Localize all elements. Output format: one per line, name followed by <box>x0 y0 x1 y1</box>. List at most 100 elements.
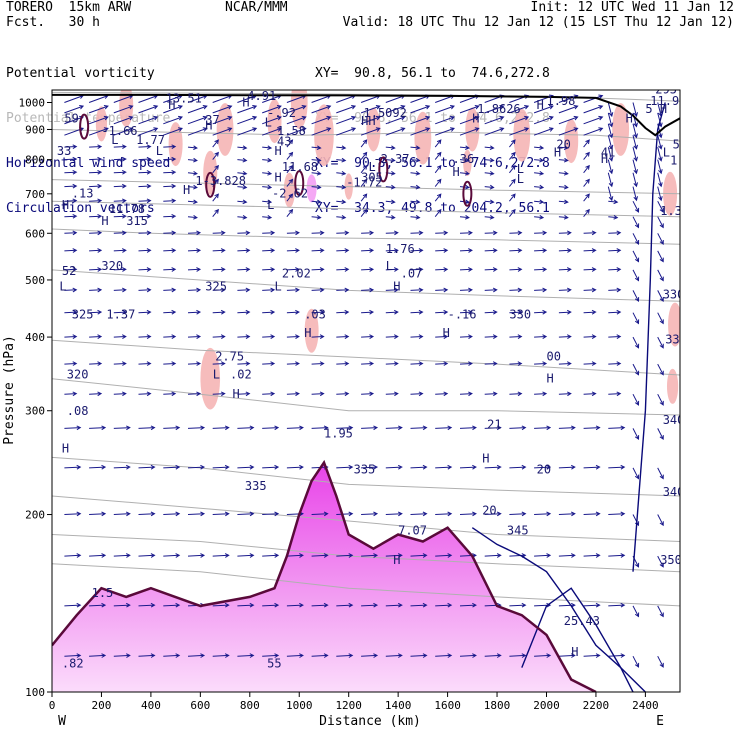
extremum-label: 20 <box>537 462 551 476</box>
extremum-label: 43 <box>277 135 291 149</box>
circulation-vector <box>385 391 399 397</box>
x-tick-label: 2400 <box>632 699 659 712</box>
circulation-vector <box>262 248 276 253</box>
circulation-vector <box>434 151 442 160</box>
circulation-vector <box>237 553 255 558</box>
extremum-label: 1.95 <box>324 427 353 441</box>
circulation-vector <box>361 602 379 608</box>
circulation-vector <box>583 127 604 136</box>
circulation-vector <box>336 184 347 190</box>
circulation-vector <box>336 464 354 470</box>
circulation-vector <box>163 553 181 558</box>
extremum-label: H <box>472 112 479 126</box>
circulation-vector <box>632 250 640 263</box>
circulation-vector <box>632 336 640 349</box>
extremum-label: 325 <box>72 308 94 322</box>
x-tick-label: 1800 <box>484 699 511 712</box>
circulation-vector <box>64 334 78 340</box>
circulation-vector <box>558 145 569 151</box>
circulation-vector <box>509 287 523 293</box>
extremum-label: 345 <box>507 524 529 538</box>
x-tick-label: 400 <box>141 699 161 712</box>
circulation-vector <box>558 334 572 340</box>
circulation-vector <box>163 144 177 150</box>
circulation-vector <box>509 151 516 160</box>
extremum-label: 305 <box>361 170 383 184</box>
extremum-label: H <box>233 387 240 401</box>
extremum-label: L <box>265 116 272 130</box>
circulation-vector <box>484 653 502 658</box>
extremum-label: H <box>304 326 311 340</box>
circulation-vector <box>385 464 403 470</box>
circulation-vector <box>212 193 219 202</box>
circulation-vector <box>286 193 294 202</box>
extremum-label: .07 <box>401 266 423 280</box>
x-tick-label: 200 <box>92 699 112 712</box>
circulation-vector <box>187 145 198 151</box>
circulation-vector <box>113 183 127 189</box>
circulation-vector <box>410 184 421 190</box>
pv-contour-loop <box>205 171 216 198</box>
circulation-vector <box>89 213 103 219</box>
circulation-vector <box>385 511 403 517</box>
circulation-vector <box>484 230 498 236</box>
circulation-vector <box>410 214 421 220</box>
circulation-vector <box>558 184 569 190</box>
circulation-vector <box>187 157 198 163</box>
circulation-vector <box>64 144 78 150</box>
circulation-vector <box>385 425 403 431</box>
circulation-vector <box>509 208 516 218</box>
circulation-vector <box>187 653 206 658</box>
extremum-label: H <box>101 214 108 228</box>
circulation-vector <box>286 391 300 397</box>
circulation-vector <box>484 115 505 125</box>
extremum-label: H <box>393 279 400 293</box>
circulation-vector <box>608 248 622 253</box>
circulation-vector <box>534 425 552 431</box>
circulation-vector <box>187 214 198 220</box>
circulation-vector <box>558 214 569 220</box>
circulation-vector <box>336 145 347 151</box>
circulation-vector <box>138 115 159 125</box>
circulation-vector <box>410 248 424 253</box>
circulation-vector <box>608 361 622 366</box>
circulation-vector <box>113 156 127 162</box>
circulation-vector <box>608 334 622 340</box>
pv-blob <box>304 308 319 353</box>
circulation-vector <box>262 602 280 608</box>
pv-blob <box>666 368 679 404</box>
circulation-vector <box>311 157 322 163</box>
circulation-vector <box>509 425 527 431</box>
pv-blob <box>668 302 680 347</box>
circulation-vector <box>89 602 107 608</box>
pv-dynamic-tropopause <box>52 459 597 692</box>
circulation-vector <box>89 391 103 397</box>
circulation-vector <box>608 511 626 517</box>
circulation-vector <box>336 105 357 114</box>
extremum-label: 1.5092 <box>364 106 407 120</box>
circulation-vector <box>336 309 350 315</box>
circulation-vector <box>262 334 276 340</box>
circulation-vector <box>484 248 498 253</box>
circulation-vector <box>89 248 103 253</box>
circulation-vector <box>237 425 255 431</box>
circulation-vector <box>237 230 251 236</box>
extremum-label: H <box>62 441 69 455</box>
circulation-vector <box>237 184 248 190</box>
circulation-vector <box>138 653 156 658</box>
circulation-vector <box>262 425 280 431</box>
circulation-vector <box>336 287 350 293</box>
circulation-vector <box>237 653 255 658</box>
circulation-vector <box>311 391 325 397</box>
circulation-vector <box>311 170 322 176</box>
circulation-vector <box>657 146 663 162</box>
circulation-vector <box>435 653 453 658</box>
circulation-vector <box>434 193 442 202</box>
isentrope-345 <box>52 534 680 573</box>
circulation-vector <box>632 159 638 175</box>
circulation-vector <box>632 269 640 282</box>
extremum-label: 295 <box>655 83 677 97</box>
circulation-vector <box>212 151 219 160</box>
circulation-vector <box>459 157 470 163</box>
extremum-label: .82 <box>62 657 84 671</box>
